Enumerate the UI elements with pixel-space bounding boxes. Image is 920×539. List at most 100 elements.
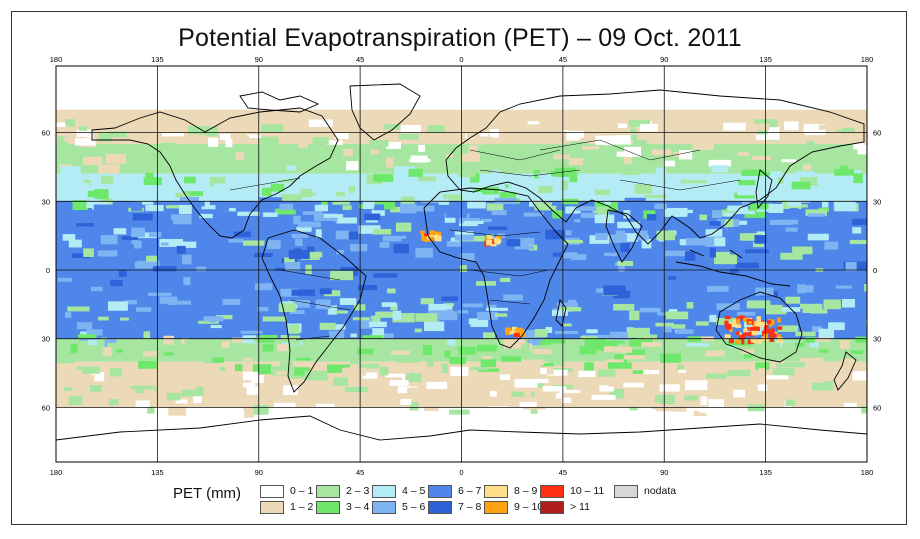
pet-speckle-229: [314, 204, 328, 212]
lon-tick-top-2: 90: [255, 55, 263, 64]
legend-label-5: 5 – 6: [402, 501, 426, 513]
pet-speckle-927: [757, 368, 766, 377]
pet-speckle-223: [86, 199, 102, 209]
pet-speckle-535: [76, 223, 94, 227]
pet-speckle-378: [362, 200, 374, 209]
pet-speckle-297: [296, 226, 312, 232]
pet-speckle-146: [655, 167, 666, 178]
pet-speckle-204: [72, 200, 87, 211]
lon-tick-top-3: 45: [356, 55, 364, 64]
pet-speckle-952: [446, 379, 455, 388]
pet-speckle-795: [783, 362, 805, 368]
pet-speckle-193: [550, 170, 560, 177]
legend-title: PET (mm): [173, 485, 242, 502]
pet-speckle-932: [693, 411, 707, 417]
pet-speckle-443: [284, 257, 295, 264]
pet-speckle-474: [379, 242, 390, 248]
pet-speckle-392: [426, 238, 447, 247]
pet-speckle-515: [545, 229, 566, 240]
pet-speckle-109: [291, 119, 299, 123]
pet-speckle-18: [568, 158, 584, 166]
pet-speckle-428: [709, 221, 721, 226]
pet-speckle-809: [78, 334, 97, 339]
pet-speckle-145: [768, 171, 783, 177]
pet-speckle-657: [360, 318, 373, 329]
lat-tick-right-3: 30: [873, 335, 881, 344]
hotspot-0-52: [743, 317, 751, 323]
pet-speckle-687: [716, 303, 740, 310]
legend-swatch-3: [316, 501, 340, 514]
pet-speckle-918: [424, 404, 439, 411]
pet-speckle-974: [499, 374, 511, 380]
pet-speckle-435: [595, 233, 608, 240]
pet-speckle-533: [131, 227, 145, 238]
pet-speckle-29: [754, 119, 778, 128]
lat-tick-right-0: 60: [873, 129, 881, 138]
pet-speckle-231: [538, 185, 553, 193]
pet-speckle-662: [545, 326, 553, 333]
pet-speckle-239: [738, 180, 756, 186]
pet-speckle-135: [205, 126, 218, 137]
pet-speckle-794: [288, 335, 301, 346]
pet-speckle-924: [450, 366, 469, 377]
pet-speckle-953: [409, 402, 419, 411]
pet-speckle-929: [108, 398, 119, 406]
pet-speckle-681: [288, 324, 300, 334]
pet-speckle-656: [278, 303, 296, 313]
pet-speckle-816: [349, 359, 359, 365]
pet-speckle-313: [727, 205, 749, 212]
hotspot-0-31: [735, 324, 742, 328]
hotspot-0-35: [764, 321, 768, 326]
pet-speckle-668: [458, 310, 469, 314]
hotspot-0-32: [776, 334, 782, 338]
pet-speckle-322: [580, 212, 598, 219]
pet-speckle-484: [754, 235, 767, 244]
pet-speckle-341: [179, 196, 199, 202]
pet-speckle-807: [467, 370, 487, 375]
pet-speckle-44: [219, 133, 231, 140]
pet-speckle-847: [344, 386, 369, 393]
pet-speckle-654: [773, 342, 781, 351]
pet-speckle-694: [695, 321, 709, 326]
pet-speckle-584: [315, 299, 331, 310]
pet-speckle-349: [523, 212, 544, 217]
pet-speckle-57: [654, 120, 675, 126]
pet-speckle-957: [181, 389, 200, 395]
pet-speckle-936: [542, 386, 567, 392]
pet-speckle-447: [254, 283, 273, 291]
hotspot-1-11: [434, 235, 442, 242]
pet-speckle-104: [130, 135, 144, 142]
pet-speckle-333: [834, 202, 857, 211]
pet-speckle-882: [316, 403, 335, 410]
pet-speckle-399: [179, 241, 197, 248]
pet-speckle-468: [97, 250, 118, 257]
pet-speckle-461: [656, 230, 676, 241]
pet-speckle-169: [596, 176, 618, 183]
pet-speckle-304: [711, 210, 723, 219]
pet-speckle-592: [655, 322, 674, 327]
pet-speckle-133: [334, 132, 349, 139]
pet-speckle-85: [98, 164, 120, 174]
pet-speckle-483: [132, 213, 153, 221]
pet-speckle-433: [668, 276, 677, 280]
pet-speckle-496: [603, 252, 618, 257]
pet-speckle-158: [184, 191, 203, 197]
pet-speckle-871: [684, 395, 699, 401]
pet-speckle-364: [430, 217, 442, 227]
pet-speckle-45: [398, 133, 419, 140]
pet-speckle-279: [853, 173, 863, 184]
pet-speckle-630: [77, 322, 93, 330]
legend-label-3: 3 – 4: [346, 501, 370, 513]
pet-speckle-258: [87, 190, 105, 194]
pet-speckle-944: [608, 376, 616, 387]
coast-north-america: [91, 107, 339, 239]
pet-speckle-276: [149, 190, 158, 195]
pet-speckle-772: [396, 358, 419, 363]
pet-speckle-251: [373, 174, 394, 182]
pet-speckle-489: [336, 249, 344, 255]
pet-speckle-436: [797, 284, 807, 294]
pet-speckle-917: [802, 376, 823, 383]
pet-speckle-50: [59, 164, 73, 169]
pet-speckle-650: [665, 311, 689, 320]
pet-speckle-595: [392, 313, 415, 323]
